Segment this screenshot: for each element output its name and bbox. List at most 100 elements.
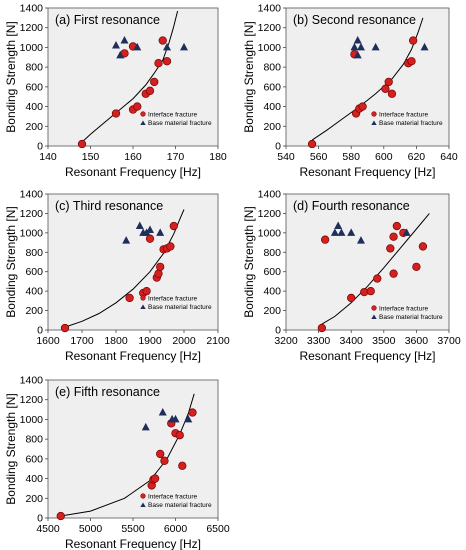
x-tick-label: 2000 bbox=[172, 335, 196, 347]
x-axis-label: Resonant Frequency [Hz] bbox=[299, 165, 435, 179]
legend: Interface fracture Base material fracture bbox=[140, 295, 212, 311]
y-axis-label: Bonding Strength [N] bbox=[4, 393, 18, 504]
data-point-base bbox=[347, 228, 356, 236]
y-tick-label: 600 bbox=[263, 266, 281, 278]
x-tick-label: 4500 bbox=[36, 523, 60, 535]
plot-area bbox=[285, 7, 450, 147]
legend-label-interface: Interface fracture bbox=[379, 305, 429, 312]
x-tick-label: 580 bbox=[342, 151, 360, 163]
x-tick-label: 640 bbox=[440, 151, 458, 163]
y-tick-label: 1200 bbox=[258, 22, 282, 34]
data-point-base bbox=[356, 42, 365, 51]
x-tick-label: 6500 bbox=[206, 523, 230, 535]
panel-title: (a) First resonance bbox=[55, 13, 160, 27]
y-tick-label: 200 bbox=[263, 305, 281, 317]
chart-panel-3: 0 200 400 600 800 1000 1200 1400 1600 1700 1800 190… bbox=[4, 189, 230, 364]
y-tick-label: 0 bbox=[37, 513, 43, 525]
data-point-interface bbox=[178, 461, 187, 470]
data-point-interface bbox=[408, 36, 418, 45]
y-tick-label: 1000 bbox=[20, 42, 44, 54]
data-point-interface bbox=[347, 293, 356, 303]
x-tick-label: 1900 bbox=[138, 335, 162, 347]
x-tick-label: 620 bbox=[408, 151, 426, 163]
x-tick-label: 3500 bbox=[372, 335, 396, 347]
panel-title: (c) Third resonance bbox=[55, 199, 163, 213]
data-point-interface bbox=[366, 286, 375, 296]
x-tick-label: 540 bbox=[277, 151, 295, 163]
data-point-interface bbox=[125, 293, 134, 303]
x-tick-label: 3300 bbox=[307, 335, 331, 347]
data-point-interface bbox=[320, 235, 330, 244]
y-tick-label: 1000 bbox=[20, 414, 44, 426]
legend-marker-base bbox=[371, 314, 377, 319]
data-point-base bbox=[120, 36, 129, 44]
y-tick-label: 1400 bbox=[20, 375, 44, 387]
x-tick-label: 1800 bbox=[104, 335, 128, 347]
y-tick-label: 400 bbox=[25, 286, 43, 298]
y-tick-label: 400 bbox=[25, 473, 43, 485]
x-tick-label: 600 bbox=[375, 151, 393, 163]
x-tick-label: 5500 bbox=[121, 523, 145, 535]
y-tick-label: 600 bbox=[25, 81, 43, 93]
data-point-base bbox=[163, 42, 171, 51]
data-point-interface bbox=[150, 474, 160, 483]
plot-area bbox=[47, 379, 219, 519]
data-point-interface bbox=[77, 139, 87, 149]
x-tick-label: 1700 bbox=[70, 335, 94, 347]
x-axis-label: Resonant Frequency [Hz] bbox=[299, 349, 435, 363]
y-tick-label: 600 bbox=[25, 453, 43, 465]
data-point-base bbox=[158, 408, 167, 416]
legend: Interface fracture Base material fracture bbox=[371, 305, 443, 321]
data-point-base bbox=[337, 228, 346, 236]
data-point-interface bbox=[407, 57, 416, 66]
legend-marker-base bbox=[140, 304, 146, 309]
y-tick-label: 600 bbox=[25, 266, 43, 278]
y-tick-label: 1400 bbox=[258, 189, 282, 201]
y-tick-label: 1000 bbox=[258, 42, 282, 54]
legend-marker-interface bbox=[371, 111, 377, 117]
data-point-interface bbox=[145, 234, 155, 243]
data-point-interface bbox=[154, 59, 163, 68]
y-tick-label: 1000 bbox=[258, 227, 282, 239]
chart-panel-4: 0 200 400 600 800 1000 1200 1400 3200 3300 3400 350… bbox=[242, 189, 461, 364]
legend: Interface fracture Base material fracture bbox=[140, 111, 212, 127]
data-point-interface bbox=[381, 84, 390, 93]
data-point-base bbox=[350, 42, 359, 51]
data-point-base bbox=[180, 42, 188, 51]
data-point-base bbox=[141, 422, 150, 431]
data-point-interface bbox=[133, 102, 142, 111]
x-tick-label: 3400 bbox=[340, 335, 364, 347]
data-point-interface bbox=[386, 244, 395, 253]
x-tick-label: 180 bbox=[209, 151, 227, 163]
x-tick-label: 6000 bbox=[164, 523, 188, 535]
chart-panel-1: 0 200 400 600 800 1000 1200 1400 140 150 160 170 180… bbox=[4, 3, 227, 180]
data-point-base bbox=[371, 42, 380, 51]
x-tick-label: 3600 bbox=[405, 335, 429, 347]
data-point-interface bbox=[150, 77, 159, 87]
data-point-interface bbox=[412, 262, 421, 272]
legend-marker-base bbox=[371, 120, 377, 125]
y-tick-label: 1400 bbox=[20, 3, 44, 15]
y-tick-label: 1200 bbox=[258, 208, 282, 220]
data-point-base bbox=[116, 50, 125, 59]
y-tick-label: 800 bbox=[263, 247, 281, 259]
legend-label-base: Base material fracture bbox=[379, 120, 443, 127]
data-point-base bbox=[330, 228, 339, 236]
legend-label-base: Base material fracture bbox=[379, 314, 443, 321]
data-point-base bbox=[171, 414, 180, 423]
data-point-base bbox=[146, 225, 154, 233]
plot-area bbox=[47, 193, 219, 331]
data-point-base bbox=[353, 50, 362, 59]
data-point-interface bbox=[158, 36, 167, 45]
legend-marker-interface bbox=[140, 295, 146, 301]
y-tick-label: 600 bbox=[263, 81, 281, 93]
data-point-interface bbox=[142, 286, 151, 296]
data-point-base bbox=[122, 236, 131, 244]
data-point-interface bbox=[307, 139, 317, 149]
data-point-interface bbox=[387, 89, 397, 98]
data-point-interface bbox=[175, 431, 184, 440]
y-tick-label: 0 bbox=[275, 325, 281, 337]
y-tick-label: 800 bbox=[25, 247, 43, 259]
x-tick-label: 3200 bbox=[274, 335, 298, 347]
